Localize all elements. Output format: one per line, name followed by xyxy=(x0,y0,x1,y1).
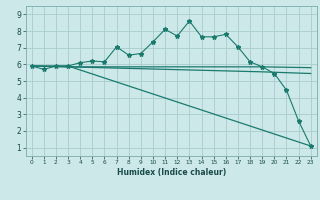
X-axis label: Humidex (Indice chaleur): Humidex (Indice chaleur) xyxy=(116,168,226,177)
